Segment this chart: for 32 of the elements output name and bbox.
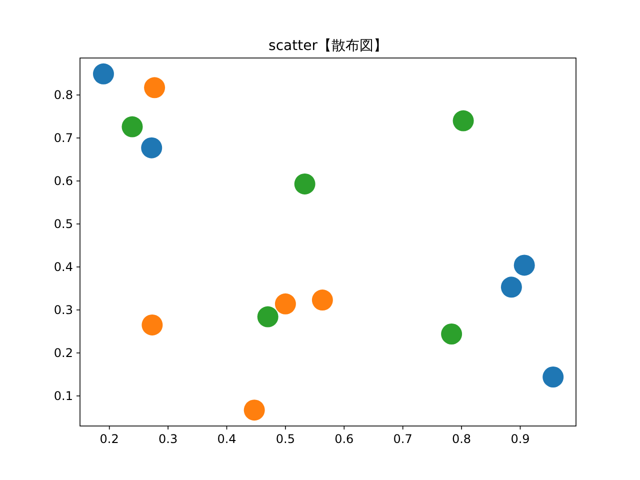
- x-tick-label: 0.4: [217, 432, 236, 446]
- point: [144, 77, 166, 98]
- point: [294, 173, 316, 194]
- chart-title: scatter【散布図】: [268, 38, 388, 54]
- point: [542, 366, 564, 388]
- point: [500, 276, 522, 298]
- point: [452, 110, 474, 132]
- point: [441, 324, 462, 344]
- point: [122, 116, 143, 138]
- x-tick-label: 0.8: [452, 432, 472, 446]
- y-tick-label: 0.2: [54, 346, 73, 360]
- point: [244, 400, 265, 421]
- y-tick-label: 0.3: [54, 302, 73, 317]
- y-tick-label: 0.6: [54, 174, 73, 188]
- point: [257, 306, 278, 328]
- x-tick-label: 0.2: [100, 432, 119, 446]
- point: [312, 290, 333, 311]
- y-tick-label: 0.7: [54, 130, 73, 145]
- y-tick-label: 0.8: [54, 88, 73, 102]
- point: [514, 254, 535, 276]
- x-tick-label: 0.5: [276, 432, 295, 446]
- x-tick-label: 0.6: [334, 432, 354, 446]
- x-tick-label: 0.9: [510, 432, 530, 446]
- y-tick-label: 0.5: [54, 216, 73, 231]
- y-tick-label: 0.1: [54, 388, 73, 403]
- point: [92, 63, 114, 84]
- point: [141, 137, 162, 158]
- point: [142, 314, 163, 336]
- point: [274, 293, 296, 314]
- x-tick-label: 0.7: [393, 432, 412, 446]
- x-tick-label: 0.3: [158, 432, 178, 446]
- y-tick-label: 0.4: [54, 260, 73, 274]
